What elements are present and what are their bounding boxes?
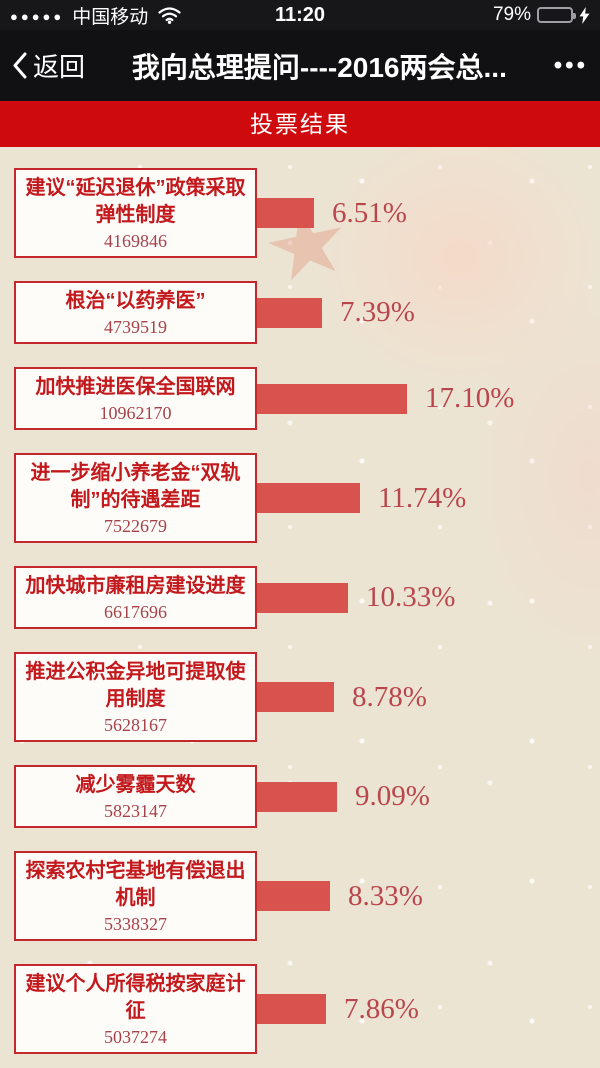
vote-option-label: 加快城市廉租房建设进度 — [25, 575, 246, 597]
vote-row: 根治“以药养医” 4739519 7.39% — [14, 281, 600, 344]
chevron-left-icon — [13, 52, 27, 79]
vote-option-label: 建议个人所得税按家庭计征 — [25, 973, 246, 1022]
vote-count: 5628167 — [104, 715, 167, 735]
battery-percent-label: 79% — [492, 4, 531, 25]
vote-row: 推进公积金异地可提取使用制度 5628167 8.78% — [14, 652, 600, 742]
vote-row: 加快推进医保全国联网 10962170 17.10% — [14, 367, 600, 430]
vote-option-box: 探索农村宅基地有偿退出机制 5338327 — [14, 851, 257, 941]
vote-count: 6617696 — [104, 602, 167, 622]
status-right: 79% — [493, 4, 590, 26]
section-header: 投票结果 — [0, 101, 600, 147]
vote-bar — [257, 582, 348, 613]
vote-percent: 8.78% — [352, 680, 427, 713]
vote-option-box: 减少雾霾天数 5823147 — [14, 765, 257, 828]
vote-row: 进一步缩小养老金“双轨制”的待遇差距 7522679 11.74% — [14, 453, 600, 543]
vote-option-box: 进一步缩小养老金“双轨制”的待遇差距 7522679 — [14, 453, 257, 543]
vote-row: 减少雾霾天数 5823147 9.09% — [14, 765, 600, 828]
vote-option-label: 建议“延迟退休”政策采取弹性制度 — [25, 177, 246, 226]
vote-option-label: 进一步缩小养老金“双轨制”的待遇差距 — [30, 462, 241, 511]
vote-row: 加快城市廉租房建设进度 6617696 10.33% — [14, 566, 600, 629]
vote-percent: 7.86% — [344, 992, 419, 1025]
vote-count: 7522679 — [104, 516, 167, 536]
vote-percent: 7.39% — [340, 296, 415, 328]
vote-count: 5037274 — [104, 1027, 167, 1047]
vote-bar — [257, 198, 314, 228]
battery-icon — [537, 7, 576, 23]
vote-count: 4169846 — [104, 231, 167, 251]
vote-bar — [257, 297, 322, 328]
cell-signal-icon: ●●●●● — [10, 8, 65, 24]
vote-option-label: 加快推进医保全国联网 — [35, 376, 236, 398]
vote-percent: 17.10% — [425, 382, 515, 414]
vote-option-box: 建议“延迟退休”政策采取弹性制度 4169846 — [14, 168, 257, 258]
vote-option-label: 探索农村宅基地有偿退出机制 — [25, 860, 246, 909]
vote-bar — [257, 994, 326, 1024]
charging-bolt-icon — [579, 6, 590, 24]
vote-option-box: 建议个人所得税按家庭计征 5037274 — [14, 964, 257, 1054]
vote-percent: 9.09% — [355, 780, 430, 812]
vote-results-content: 建议“延迟退休”政策采取弹性制度 4169846 6.51% 根治“以药养医” … — [0, 147, 600, 1068]
vote-percent: 10.33% — [366, 581, 456, 613]
vote-option-label: 推进公积金异地可提取使用制度 — [25, 661, 246, 710]
vote-bar — [257, 781, 337, 812]
vote-row: 建议个人所得税按家庭计征 5037274 7.86% — [14, 964, 600, 1054]
nav-bar: 返回 我向总理提问----2016两会总... ••• — [0, 30, 600, 101]
vote-row: 探索农村宅基地有偿退出机制 5338327 8.33% — [14, 851, 600, 941]
more-menu-button[interactable]: ••• — [553, 51, 588, 79]
vote-option-box: 加快城市廉租房建设进度 6617696 — [14, 566, 257, 629]
vote-option-box: 加快推进医保全国联网 10962170 — [14, 367, 257, 430]
vote-option-box: 根治“以药养医” 4739519 — [14, 281, 257, 344]
vote-bar — [257, 483, 360, 513]
vote-bar — [257, 881, 330, 911]
vote-list: 建议“延迟退休”政策采取弹性制度 4169846 6.51% 根治“以药养医” … — [0, 147, 600, 1068]
wifi-icon — [158, 6, 181, 24]
vote-option-box: 推进公积金异地可提取使用制度 5628167 — [14, 652, 257, 742]
vote-row: 建议“延迟退休”政策采取弹性制度 4169846 6.51% — [14, 168, 600, 258]
vote-percent: 8.33% — [348, 879, 423, 912]
vote-option-label: 根治“以药养医” — [65, 290, 206, 312]
vote-count: 5338327 — [104, 914, 167, 934]
vote-count: 10962170 — [99, 403, 172, 423]
vote-bar — [257, 383, 407, 414]
status-left: ●●●●● 中国移动 — [10, 2, 181, 29]
vote-option-label: 减少雾霾天数 — [75, 774, 196, 796]
carrier-label: 中国移动 — [72, 6, 149, 28]
back-label: 返回 — [33, 52, 86, 82]
battery-tip — [573, 13, 576, 19]
vote-percent: 11.74% — [378, 481, 467, 514]
back-button[interactable]: 返回 — [12, 47, 85, 84]
status-bar: ●●●●● 中国移动 11:20 79% — [0, 0, 600, 30]
vote-bar — [257, 682, 334, 712]
vote-count: 4739519 — [104, 317, 167, 337]
vote-count: 5823147 — [104, 801, 167, 821]
vote-percent: 6.51% — [332, 196, 407, 229]
page-title: 我向总理提问----2016两会总... — [131, 51, 507, 83]
